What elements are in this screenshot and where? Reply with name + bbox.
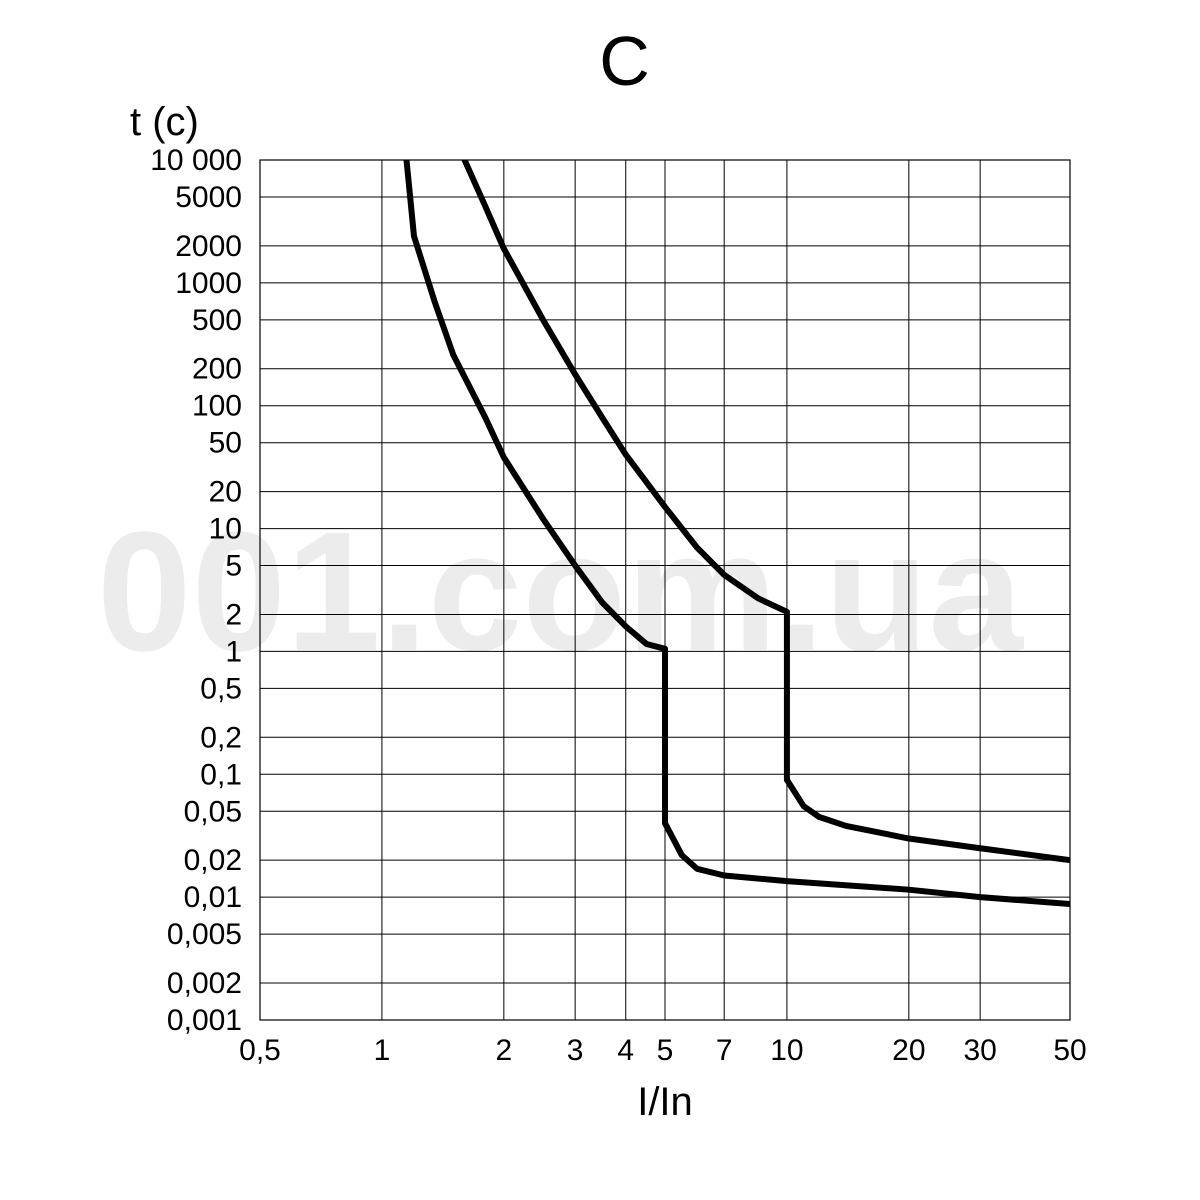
y-tick-label: 500	[192, 304, 242, 337]
x-tick-label: 2	[495, 1034, 512, 1067]
y-tick-label: 0,2	[200, 721, 242, 754]
y-tick-label: 5000	[175, 181, 242, 214]
y-tick-label: 2000	[175, 230, 242, 263]
chart-title: C	[599, 22, 650, 100]
y-tick-label: 0,002	[167, 967, 242, 1000]
y-tick-label: 5	[225, 550, 242, 583]
x-tick-label: 10	[770, 1034, 803, 1067]
y-tick-label: 10 000	[150, 144, 242, 177]
x-tick-label: 1	[374, 1034, 391, 1067]
trip-curve-chart: 001.com.ua0,5123457102030500,0010,0020,0…	[0, 0, 1200, 1200]
x-tick-label: 5	[657, 1034, 674, 1067]
y-tick-label: 1000	[175, 267, 242, 300]
x-tick-label: 7	[716, 1034, 733, 1067]
x-axis-label: I/In	[637, 1080, 693, 1124]
y-tick-label: 0,1	[200, 758, 242, 791]
y-tick-label: 200	[192, 353, 242, 386]
x-tick-label: 20	[892, 1034, 925, 1067]
x-tick-label: 4	[617, 1034, 634, 1067]
y-tick-label: 0,05	[184, 795, 242, 828]
x-tick-label: 30	[963, 1034, 996, 1067]
y-tick-label: 0,5	[200, 672, 242, 705]
x-tick-label: 0,5	[239, 1034, 281, 1067]
y-tick-label: 0,005	[167, 918, 242, 951]
y-tick-label: 10	[209, 513, 242, 546]
y-tick-label: 0,01	[184, 881, 242, 914]
y-tick-label: 0,001	[167, 1004, 242, 1037]
y-tick-label: 100	[192, 390, 242, 423]
x-tick-label: 50	[1053, 1034, 1086, 1067]
x-tick-label: 3	[567, 1034, 584, 1067]
y-tick-label: 1	[225, 635, 242, 668]
y-tick-label: 50	[209, 427, 242, 460]
y-axis-label: t (c)	[130, 100, 199, 144]
y-tick-label: 20	[209, 476, 242, 509]
y-tick-label: 2	[225, 598, 242, 631]
y-tick-label: 0,02	[184, 844, 242, 877]
